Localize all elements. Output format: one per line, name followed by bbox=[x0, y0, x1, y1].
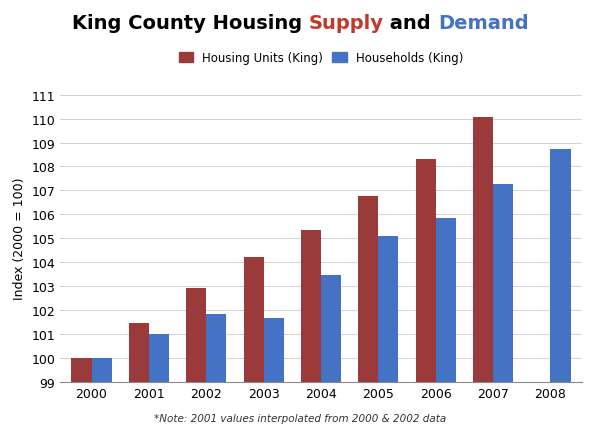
Bar bbox=[263, 319, 284, 434]
Bar bbox=[379, 237, 398, 434]
Text: *Note: 2001 values interpolated from 2000 & 2002 data: *Note: 2001 values interpolated from 200… bbox=[154, 413, 446, 423]
Bar bbox=[186, 289, 206, 434]
Y-axis label: Index (2000 = 100): Index (2000 = 100) bbox=[13, 178, 26, 300]
Bar bbox=[358, 197, 379, 434]
Bar bbox=[416, 160, 436, 434]
Text: and: and bbox=[383, 14, 438, 33]
Bar bbox=[321, 276, 341, 434]
Bar bbox=[244, 258, 263, 434]
Text: King County Housing: King County Housing bbox=[71, 14, 308, 33]
Legend: Housing Units (King), Households (King): Housing Units (King), Households (King) bbox=[176, 50, 466, 68]
Bar bbox=[493, 185, 513, 434]
Bar bbox=[71, 358, 92, 434]
Text: Supply: Supply bbox=[308, 14, 383, 33]
Bar bbox=[436, 218, 456, 434]
Bar bbox=[129, 323, 149, 434]
Bar bbox=[92, 358, 112, 434]
Bar bbox=[206, 314, 226, 434]
Text: Demand: Demand bbox=[438, 14, 529, 33]
Bar bbox=[301, 230, 321, 434]
Bar bbox=[149, 334, 169, 434]
Bar bbox=[550, 149, 571, 434]
Bar bbox=[473, 118, 493, 434]
